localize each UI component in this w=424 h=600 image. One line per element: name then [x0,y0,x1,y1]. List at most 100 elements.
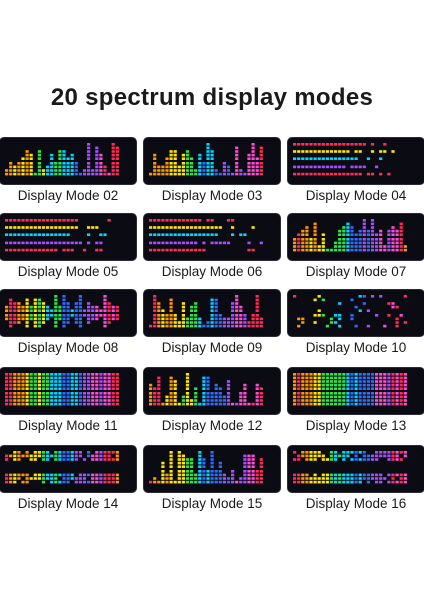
led-segment [325,387,329,390]
led-segment [165,172,169,176]
led-segment [21,165,25,169]
led-segment [297,473,301,477]
led-segment [74,392,78,395]
led-segment [153,295,157,298]
led-segment [358,380,362,383]
led-segment [115,458,119,461]
led-segment [33,399,37,402]
led-segment [165,395,169,399]
led-segment [309,376,313,380]
led-segment [370,376,375,380]
spectrum-visual [293,143,395,176]
led-segment [9,162,13,165]
led-segment [354,395,358,399]
led-segment [153,157,157,160]
led-segment [342,380,346,383]
led-segment [25,451,29,454]
led-segment [91,309,95,312]
led-segment [366,454,370,458]
led-segment [78,172,82,176]
led-segment [21,226,25,229]
led-segment [190,309,194,312]
led-segment [387,314,391,317]
led-segment [379,380,383,383]
led-segment [202,465,206,468]
led-segment [370,226,375,229]
led-segment [370,477,375,480]
led-segment [313,480,317,484]
led-segment [74,241,78,245]
led-segment [62,380,66,383]
led-segment [202,241,206,245]
led-segment [297,324,301,328]
led-segment [50,241,54,245]
led-segment [375,392,379,395]
led-segment [54,395,58,399]
led-segment [342,480,346,484]
led-segment [251,150,255,153]
led-segment [82,248,87,252]
led-segment [218,395,222,399]
led-segment [358,480,362,484]
led-segment [181,465,185,468]
led-segment [111,383,115,387]
led-segment [82,383,87,387]
led-segment [185,324,190,328]
led-segment [107,380,111,383]
led-segment [62,162,66,165]
led-segment [194,392,198,395]
led-segment [354,376,358,380]
led-segment [251,143,255,146]
led-segment [62,473,66,477]
led-segment [202,165,206,169]
led-segment [350,458,354,461]
led-segment [210,153,214,157]
led-segment [334,376,338,380]
led-segment [325,480,329,484]
led-segment [255,399,259,402]
led-segment [82,172,87,176]
led-segment [5,317,9,321]
led-segment [255,387,259,390]
led-segment [185,465,190,468]
led-segment [222,402,226,406]
led-segment [58,317,62,321]
led-segment [255,298,259,302]
led-segment [5,395,9,399]
led-segment [301,473,305,477]
led-segment [222,473,226,477]
led-segment [103,314,107,317]
led-segment [153,309,157,312]
led-segment [403,380,407,383]
led-segment [358,143,362,146]
led-segment [78,309,82,312]
led-segment [338,165,342,169]
led-segment [169,387,173,390]
led-segment [37,392,41,395]
led-segment [115,172,119,176]
led-segment [342,233,346,236]
led-segment [173,233,177,236]
led-segment [231,473,235,477]
led-segment [206,395,210,399]
led-segment [350,314,354,317]
led-segment [169,477,173,480]
led-segment [46,383,50,387]
led-segment [251,454,255,458]
led-segment [21,383,25,387]
led-segment [362,477,366,480]
led-segment [165,165,169,169]
led-segment [321,314,325,317]
led-segment [99,392,103,395]
led-segment [293,402,297,406]
led-segment [375,395,379,399]
led-segment [391,373,395,376]
led-segment [181,169,185,172]
display-mode-label: Display Mode 13 [305,418,407,433]
led-segment [358,399,362,402]
led-segment [350,233,354,236]
led-segment [9,298,13,302]
led-segment [379,373,383,376]
led-segment [399,233,403,236]
led-segment [37,373,41,376]
